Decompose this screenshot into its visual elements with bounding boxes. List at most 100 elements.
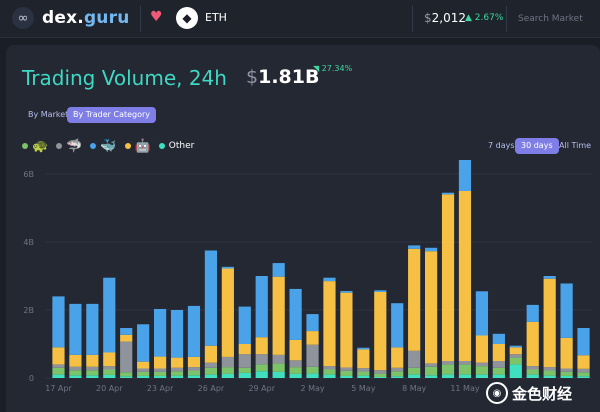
bar-segment-shark[interactable] xyxy=(577,368,590,373)
bar-segment-shark[interactable] xyxy=(408,350,421,368)
bar-segment-other[interactable] xyxy=(509,364,522,378)
bar-segment-other[interactable] xyxy=(187,375,201,378)
bar-segment-bot[interactable] xyxy=(187,356,201,368)
bar-segment-turtle[interactable] xyxy=(120,372,133,377)
bar-segment-whale[interactable] xyxy=(238,306,251,344)
bar-segment-other[interactable] xyxy=(103,374,116,378)
bar-segment-other[interactable] xyxy=(204,374,218,378)
bar-segment-turtle[interactable] xyxy=(154,371,167,376)
bar-segment-turtle[interactable] xyxy=(323,369,336,375)
bar-segment-whale[interactable] xyxy=(323,277,336,282)
bar-segment-whale[interactable] xyxy=(526,304,539,322)
bar-segment-bot[interactable] xyxy=(69,354,82,367)
bar-segment-bot[interactable] xyxy=(509,347,522,355)
bar-segment-whale[interactable] xyxy=(154,308,167,357)
bar-segment-whale[interactable] xyxy=(289,288,302,340)
bar-segment-turtle[interactable] xyxy=(255,364,268,372)
bar-segment-shark[interactable] xyxy=(340,367,353,371)
range-7-days[interactable]: 7 days xyxy=(488,141,515,150)
bar-segment-shark[interactable] xyxy=(137,368,150,372)
bar-segment-other[interactable] xyxy=(120,376,133,378)
bar-segment-shark[interactable] xyxy=(492,361,505,368)
search-input[interactable] xyxy=(518,14,596,24)
bar-segment-bot[interactable] xyxy=(475,335,489,363)
bar-segment-turtle[interactable] xyxy=(221,367,234,374)
bar-segment-shark[interactable] xyxy=(272,354,285,364)
bar-segment-whale[interactable] xyxy=(492,333,505,344)
bar-segment-bot[interactable] xyxy=(238,344,251,355)
bar-segment-shark[interactable] xyxy=(323,366,336,370)
bar-segment-shark[interactable] xyxy=(52,364,65,368)
bar-segment-other[interactable] xyxy=(458,374,472,378)
bar-segment-turtle[interactable] xyxy=(425,366,438,376)
legend-item-shark[interactable]: 🦈 xyxy=(56,139,82,154)
bar-segment-bot[interactable] xyxy=(154,356,167,369)
bar-segment-bot[interactable] xyxy=(306,331,319,345)
bar-segment-shark[interactable] xyxy=(154,368,167,372)
brand-logo[interactable]: dex.guru xyxy=(42,8,130,28)
bar-segment-shark[interactable] xyxy=(526,366,539,370)
bar-segment-turtle[interactable] xyxy=(187,370,201,376)
bar-segment-whale[interactable] xyxy=(408,245,421,249)
bar-segment-whale[interactable] xyxy=(86,303,99,355)
bar-segment-bot[interactable] xyxy=(357,349,370,369)
bar-segment-shark[interactable] xyxy=(509,354,522,358)
bar-segment-bot[interactable] xyxy=(120,334,133,342)
bar-segment-turtle[interactable] xyxy=(306,366,319,374)
bar-segment-turtle[interactable] xyxy=(577,372,590,377)
bar-segment-turtle[interactable] xyxy=(52,367,65,375)
bar-segment-shark[interactable] xyxy=(458,361,472,365)
bar-segment-other[interactable] xyxy=(408,374,421,378)
bar-segment-shark[interactable] xyxy=(391,367,404,372)
bar-segment-other[interactable] xyxy=(272,371,285,378)
bar-segment-other[interactable] xyxy=(69,375,82,378)
bar-segment-turtle[interactable] xyxy=(526,369,539,375)
bar-segment-whale[interactable] xyxy=(103,277,116,353)
bar-segment-shark[interactable] xyxy=(543,367,556,371)
bar-segment-shark[interactable] xyxy=(306,344,319,367)
bar-segment-shark[interactable] xyxy=(170,367,184,372)
bar-segment-other[interactable] xyxy=(441,374,455,378)
bar-segment-shark[interactable] xyxy=(560,368,573,372)
bar-segment-whale[interactable] xyxy=(357,347,370,350)
bar-segment-turtle[interactable] xyxy=(69,370,82,376)
bar-segment-whale[interactable] xyxy=(560,283,573,338)
bar-segment-turtle[interactable] xyxy=(238,367,251,373)
bar-segment-turtle[interactable] xyxy=(86,370,99,376)
bar-segment-turtle[interactable] xyxy=(374,373,387,377)
legend-item-other[interactable]: Other xyxy=(158,141,194,151)
ethereum-icon[interactable]: ◆ xyxy=(176,7,198,29)
legend-item-turtle[interactable]: 🐢 xyxy=(22,139,48,154)
bar-segment-turtle[interactable] xyxy=(289,367,302,374)
bar-segment-whale[interactable] xyxy=(69,303,82,355)
bar-segment-other[interactable] xyxy=(86,375,99,378)
bar-segment-whale[interactable] xyxy=(221,266,234,269)
bar-segment-turtle[interactable] xyxy=(441,364,455,375)
bar-segment-whale[interactable] xyxy=(170,310,184,358)
bar-segment-other[interactable] xyxy=(340,375,353,378)
bar-segment-other[interactable] xyxy=(289,373,302,378)
bar-segment-bot[interactable] xyxy=(103,352,116,367)
bar-segment-bot[interactable] xyxy=(374,291,387,371)
bar-segment-bot[interactable] xyxy=(137,361,150,369)
bar-segment-shark[interactable] xyxy=(86,366,99,371)
bar-segment-shark[interactable] xyxy=(204,362,218,368)
bar-segment-other[interactable] xyxy=(475,374,489,378)
bar-segment-other[interactable] xyxy=(577,376,590,378)
bar-segment-shark[interactable] xyxy=(103,366,116,370)
heart-icon[interactable]: ♥ xyxy=(150,9,163,25)
bar-segment-bot[interactable] xyxy=(577,355,590,369)
bar-segment-bot[interactable] xyxy=(323,281,336,367)
bar-segment-turtle[interactable] xyxy=(408,367,421,375)
chain-label[interactable]: ETH xyxy=(205,11,227,24)
bar-segment-other[interactable] xyxy=(560,375,573,378)
bar-segment-shark[interactable] xyxy=(425,363,438,367)
bar-segment-whale[interactable] xyxy=(340,290,353,293)
bar-segment-bot[interactable] xyxy=(340,292,353,368)
search-box[interactable] xyxy=(510,7,596,31)
bar-segment-turtle[interactable] xyxy=(204,367,218,375)
bar-segment-other[interactable] xyxy=(374,376,387,378)
bar-segment-shark[interactable] xyxy=(69,366,82,371)
bar-segment-bot[interactable] xyxy=(408,248,421,351)
bar-segment-other[interactable] xyxy=(526,374,539,378)
